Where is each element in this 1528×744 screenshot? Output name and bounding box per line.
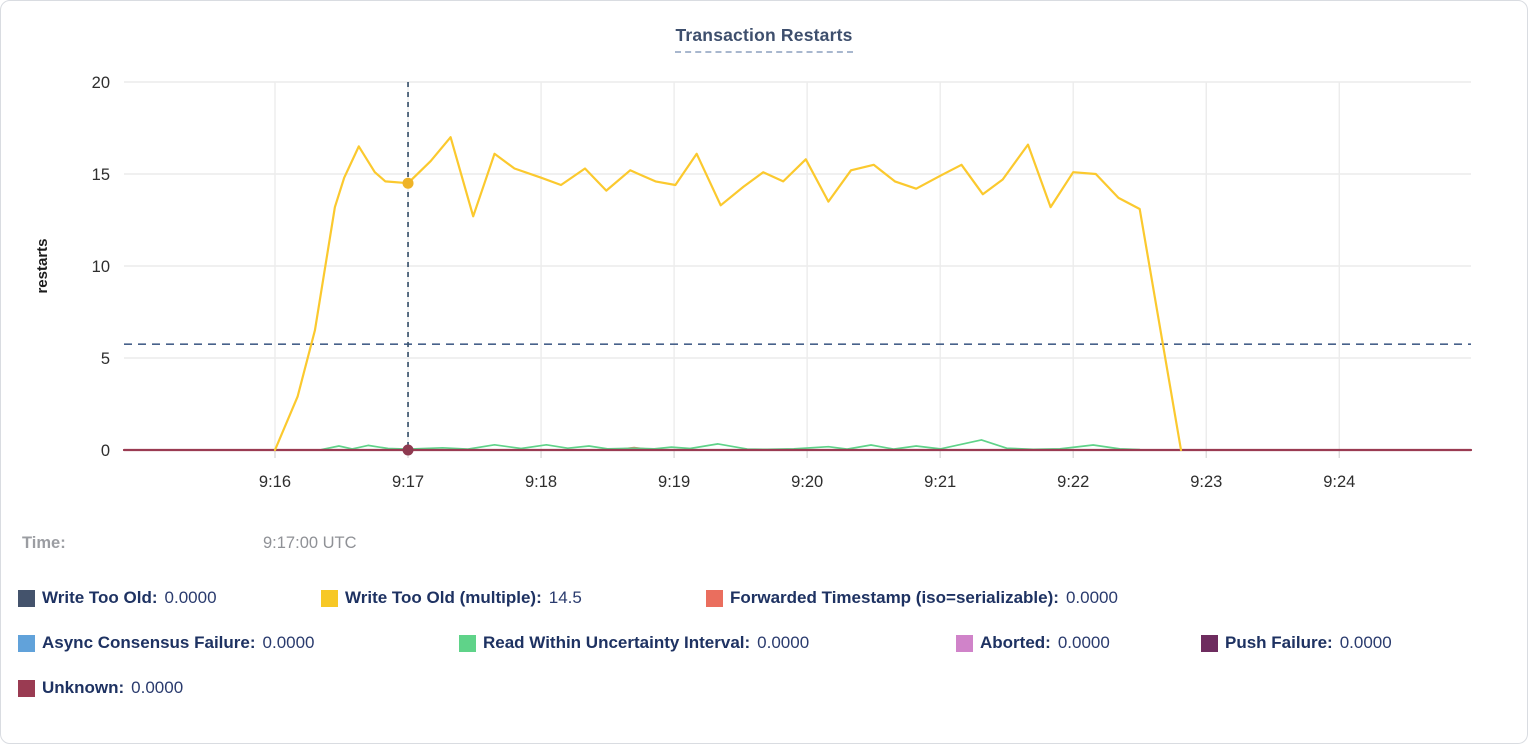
y-tick-label: 20 [92, 74, 110, 92]
legend-label: Write Too Old: [42, 588, 158, 607]
legend-item: Forwarded Timestamp (iso=serializable): 0… [706, 587, 1118, 609]
legend-label: Read Within Uncertainty Interval: [483, 633, 751, 652]
legend-value: 0.0000 [1065, 588, 1118, 607]
legend-value: 0.0000 [1057, 633, 1110, 652]
legend-item: Read Within Uncertainty Interval: 0.0000 [459, 632, 809, 654]
legend-item: Unknown: 0.0000 [18, 677, 183, 699]
x-tick-label: 9:17 [392, 473, 424, 491]
legend-swatch [18, 634, 35, 652]
transaction-restarts-chart[interactable]: 0 5 10 15 20 9:16 9:17 9:18 9:19 9:20 9:21 9:22 9:23… [1, 1, 1527, 521]
x-tick-label: 9:23 [1190, 473, 1222, 491]
legend-swatch [18, 589, 35, 607]
tooltip-time-value: 9:17:00 UTC [263, 534, 357, 552]
legend-item: Async Consensus Failure: 0.0000 [18, 632, 315, 654]
x-tick-label: 9:20 [791, 473, 823, 491]
legend-value: 0.0000 [1339, 633, 1392, 652]
y-axis-label: restarts [34, 238, 51, 293]
legend-label: Write Too Old (multiple): [345, 588, 542, 607]
cursor-marker-write-too-old-multiple- [402, 177, 414, 189]
legend-swatch [956, 634, 973, 652]
legend: Write Too Old: 0.0000 Write Too Old (multi… [1, 587, 1527, 737]
chart-header: Transaction Restarts [1, 25, 1527, 53]
legend-value: 14.5 [548, 588, 582, 607]
legend-item: Write Too Old (multiple): 14.5 [321, 587, 582, 609]
legend-swatch [1201, 634, 1218, 652]
legend-label: Forwarded Timestamp (iso=serializable): [730, 588, 1059, 607]
y-tick-label: 5 [101, 350, 110, 368]
x-tick-label: 9:18 [525, 473, 557, 491]
legend-value: 0.0000 [757, 633, 810, 652]
legend-label: Aborted: [980, 633, 1051, 652]
cursor-tooltip-row: Time: 9:17:00 UTC [1, 534, 1527, 560]
x-tick-label: 9:24 [1323, 473, 1355, 491]
legend-label: Unknown: [42, 678, 125, 697]
x-tick-label: 9:16 [259, 473, 291, 491]
series-line-read-within-uncertainty-interval [320, 439, 1141, 451]
series-line-write-too-old-multiple- [273, 136, 1183, 452]
x-tick-label: 9:19 [658, 473, 690, 491]
y-gridlines-and-ticks: 0 5 10 15 20 [92, 74, 1471, 460]
legend-swatch [459, 634, 476, 652]
y-tick-label: 15 [92, 166, 110, 184]
legend-value: 0.0000 [262, 633, 315, 652]
legend-value: 0.0000 [131, 678, 184, 697]
chart-title[interactable]: Transaction Restarts [675, 25, 853, 53]
legend-item: Write Too Old: 0.0000 [18, 587, 217, 609]
tooltip-time-label: Time: [22, 534, 66, 552]
x-tick-label: 9:21 [924, 473, 956, 491]
legend-swatch [18, 679, 35, 697]
x-gridlines-and-ticks: 9:16 9:17 9:18 9:19 9:20 9:21 9:22 9:23 9:24 [259, 82, 1355, 491]
legend-swatch [706, 589, 723, 607]
legend-item: Push Failure: 0.0000 [1201, 632, 1392, 654]
legend-value: 0.0000 [164, 588, 217, 607]
legend-label: Push Failure: [1225, 633, 1333, 652]
cursor-marker-unknown [402, 444, 414, 456]
legend-swatch [321, 589, 338, 607]
legend-item: Aborted: 0.0000 [956, 632, 1110, 654]
legend-label: Async Consensus Failure: [42, 633, 256, 652]
y-tick-label: 10 [92, 258, 110, 276]
y-tick-label: 0 [101, 442, 110, 460]
x-tick-label: 9:22 [1057, 473, 1089, 491]
